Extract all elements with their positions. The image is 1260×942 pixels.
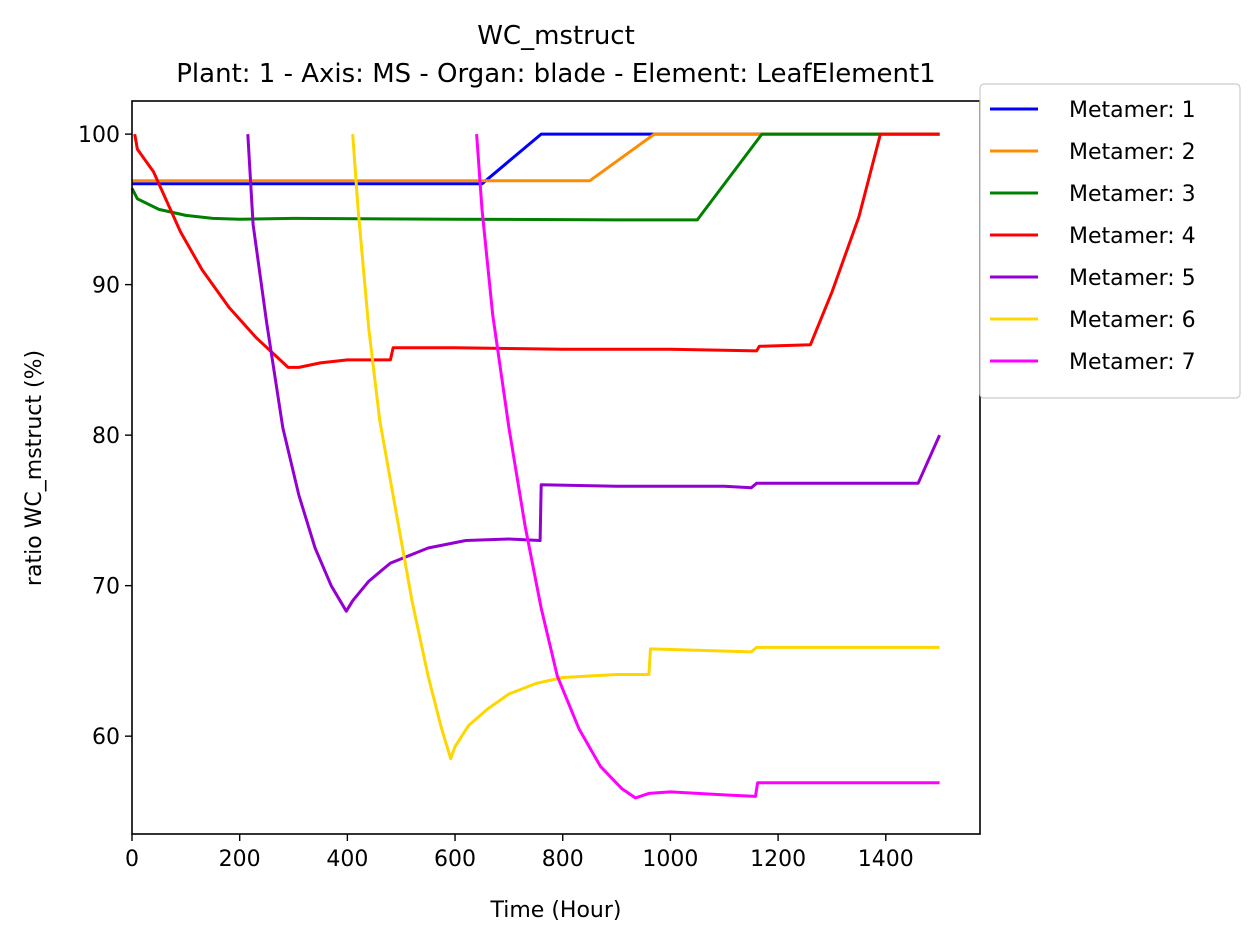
- x-tick-label: 400: [326, 847, 368, 872]
- x-tick-label: 1000: [642, 847, 698, 872]
- x-tick-label: 600: [434, 847, 476, 872]
- legend-label: Metamer: 6: [1069, 308, 1196, 333]
- series-line-metamer-3: [130, 132, 940, 222]
- series-line-metamer-6: [351, 133, 940, 761]
- x-tick-label: 1200: [750, 847, 806, 872]
- legend-label: Metamer: 1: [1069, 98, 1196, 123]
- y-tick-label: 60: [92, 725, 120, 750]
- legend-label: Metamer: 3: [1069, 182, 1196, 207]
- x-tick-label: 800: [542, 847, 584, 872]
- x-tick-label: 0: [125, 847, 139, 872]
- y-axis: 60 70 80 90 100: [78, 123, 132, 750]
- legend-label: Metamer: 2: [1069, 140, 1196, 165]
- plot-frame: [131, 100, 981, 835]
- series-line-metamer-2: [132, 132, 940, 183]
- series-line-metamer-1: [132, 132, 940, 186]
- x-tick-label: 200: [219, 847, 261, 872]
- legend-label: Metamer: 5: [1069, 266, 1196, 291]
- chart-subtitle: Plant: 1 - Axis: MS - Organ: blade - Ele…: [176, 59, 935, 89]
- x-tick-label: 1400: [858, 847, 914, 872]
- y-tick-label: 80: [92, 424, 120, 449]
- x-axis: 0 200 400 600 800 1000 1200 1400: [125, 834, 914, 872]
- y-tick-label: 100: [78, 123, 120, 148]
- y-tick-label: 90: [92, 274, 120, 299]
- series-line-metamer-4: [133, 132, 940, 369]
- series-line-metamer-7: [475, 133, 940, 800]
- y-axis-label: ratio WC_mstruct (%): [22, 350, 47, 586]
- legend-label: Metamer: 7: [1069, 350, 1196, 375]
- legend-box: [979, 83, 1241, 399]
- plot-lines: [130, 132, 941, 800]
- legend: Metamer: 1 Metamer: 2 Metamer: 3 Metamer: 4…: [979, 83, 1241, 399]
- legend-label: Metamer: 4: [1069, 224, 1196, 249]
- y-tick-label: 70: [92, 575, 120, 600]
- x-axis-label: Time (Hour): [490, 898, 622, 923]
- chart-title: WC_mstruct: [477, 21, 635, 51]
- series-line-metamer-5: [246, 134, 941, 613]
